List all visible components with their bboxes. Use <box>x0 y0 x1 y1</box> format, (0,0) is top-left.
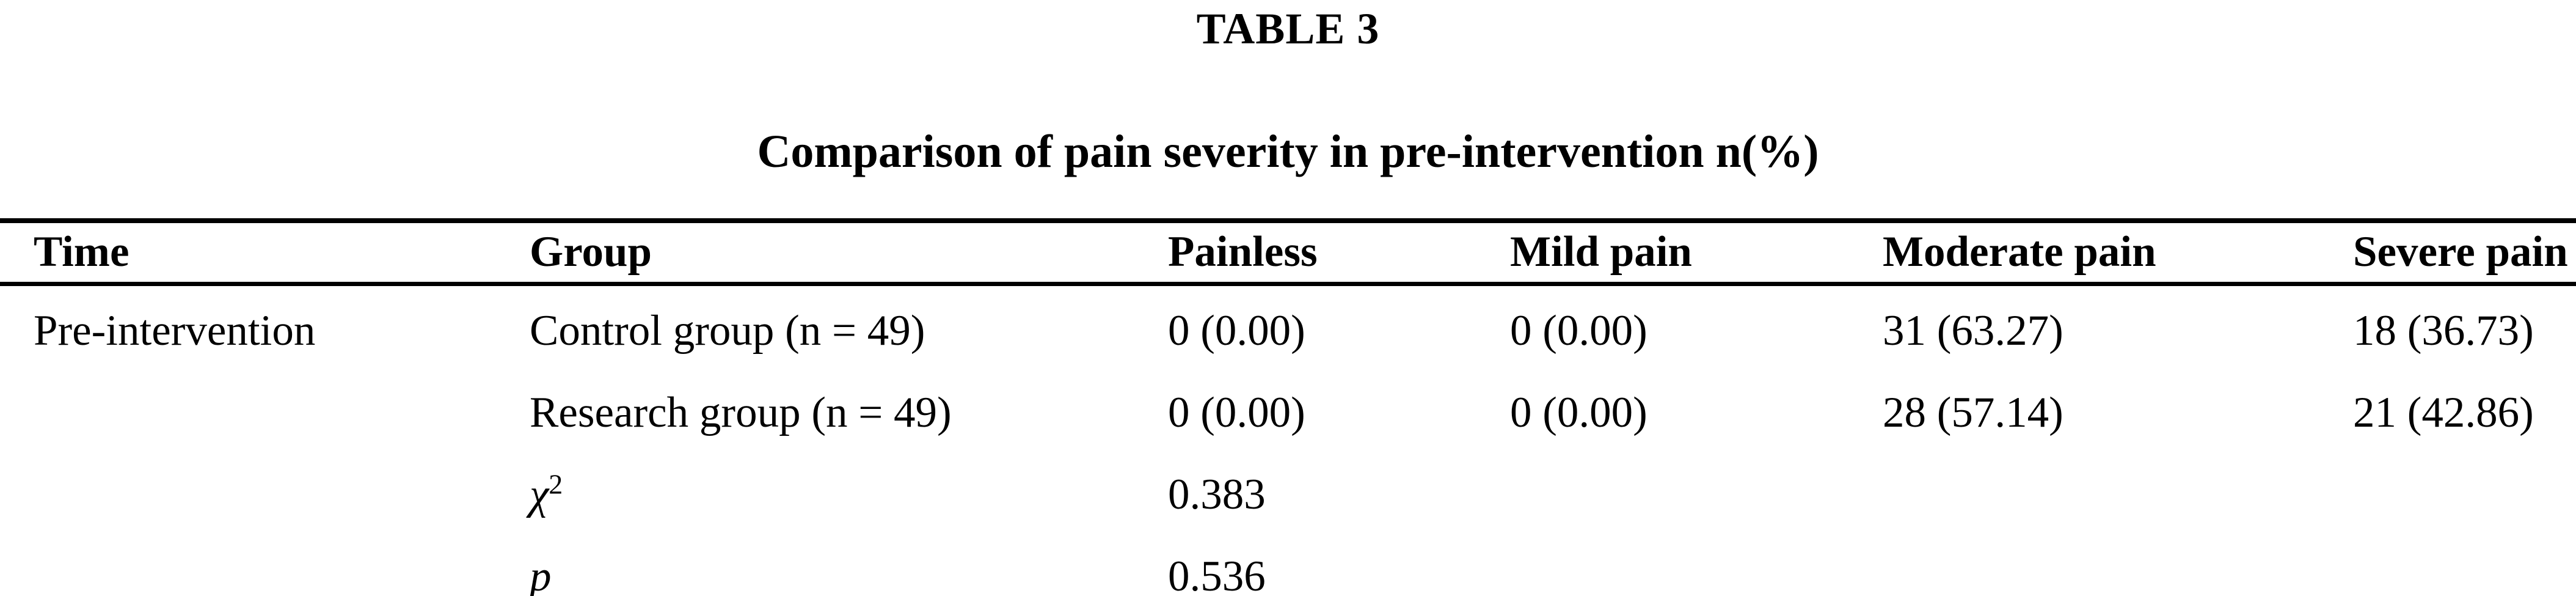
cell-severe-pain: 18 (36.73) <box>2353 307 2534 355</box>
table-number-label: TABLE 3 <box>1196 4 1380 53</box>
cell-moderate-pain <box>1875 450 2346 532</box>
cell-mild-pain <box>1503 532 1875 596</box>
cell-painless: 0 (0.00) <box>1168 307 1305 355</box>
cell-painless: 0 (0.00) <box>1168 389 1305 437</box>
cell-time <box>0 532 522 596</box>
cell-group: Control group (n = 49) <box>530 307 925 355</box>
cell-moderate-pain: 28 (57.14) <box>1883 389 2063 437</box>
cell-time <box>0 450 522 532</box>
cell-severe-pain <box>2346 450 2576 532</box>
column-header-painless: Painless <box>1161 220 1503 286</box>
cell-mild-pain: 0 (0.00) <box>1510 307 1647 355</box>
cell-time: Pre-intervention <box>34 307 316 355</box>
cell-moderate-pain <box>1875 532 2346 596</box>
cell-p-value: 0.536 <box>1168 553 1266 596</box>
cell-mild-pain: 0 (0.00) <box>1510 389 1647 437</box>
column-header-group: Group <box>522 220 1161 286</box>
table-row-chi-square: χ2 0.383 <box>0 450 2576 532</box>
cell-time <box>0 368 522 450</box>
cell-mild-pain <box>1503 450 1875 532</box>
column-header-severe-pain: Severe pain <box>2346 220 2576 286</box>
header-row: Time Group Painless Mild pain Moderate p… <box>0 220 2576 286</box>
column-header-moderate-pain: Moderate pain <box>1875 220 2346 286</box>
column-header-time: Time <box>0 220 522 286</box>
pain-severity-table: Time Group Painless Mild pain Moderate p… <box>0 218 2576 596</box>
cell-group: Research group (n = 49) <box>530 389 952 437</box>
table-caption: Comparison of pain severity in pre-inter… <box>757 126 1819 178</box>
cell-moderate-pain: 31 (63.27) <box>1883 307 2063 355</box>
table-row-p-value: p 0.536 <box>0 532 2576 596</box>
chi-exponent: 2 <box>549 468 563 500</box>
table-row-research-group: Research group (n = 49) 0 (0.00) 0 (0.00… <box>0 368 2576 450</box>
column-header-mild-pain: Mild pain <box>1503 220 1875 286</box>
table-row-control-group: Pre-intervention Control group (n = 49) … <box>0 284 2576 368</box>
cell-chi-square-value: 0.383 <box>1168 471 1266 519</box>
chi-symbol: χ <box>530 471 549 519</box>
cell-severe-pain <box>2346 532 2576 596</box>
cell-severe-pain: 21 (42.86) <box>2353 389 2534 437</box>
cell-p-label: p <box>530 553 552 596</box>
cell-chi-square-label: χ2 <box>522 450 1161 532</box>
